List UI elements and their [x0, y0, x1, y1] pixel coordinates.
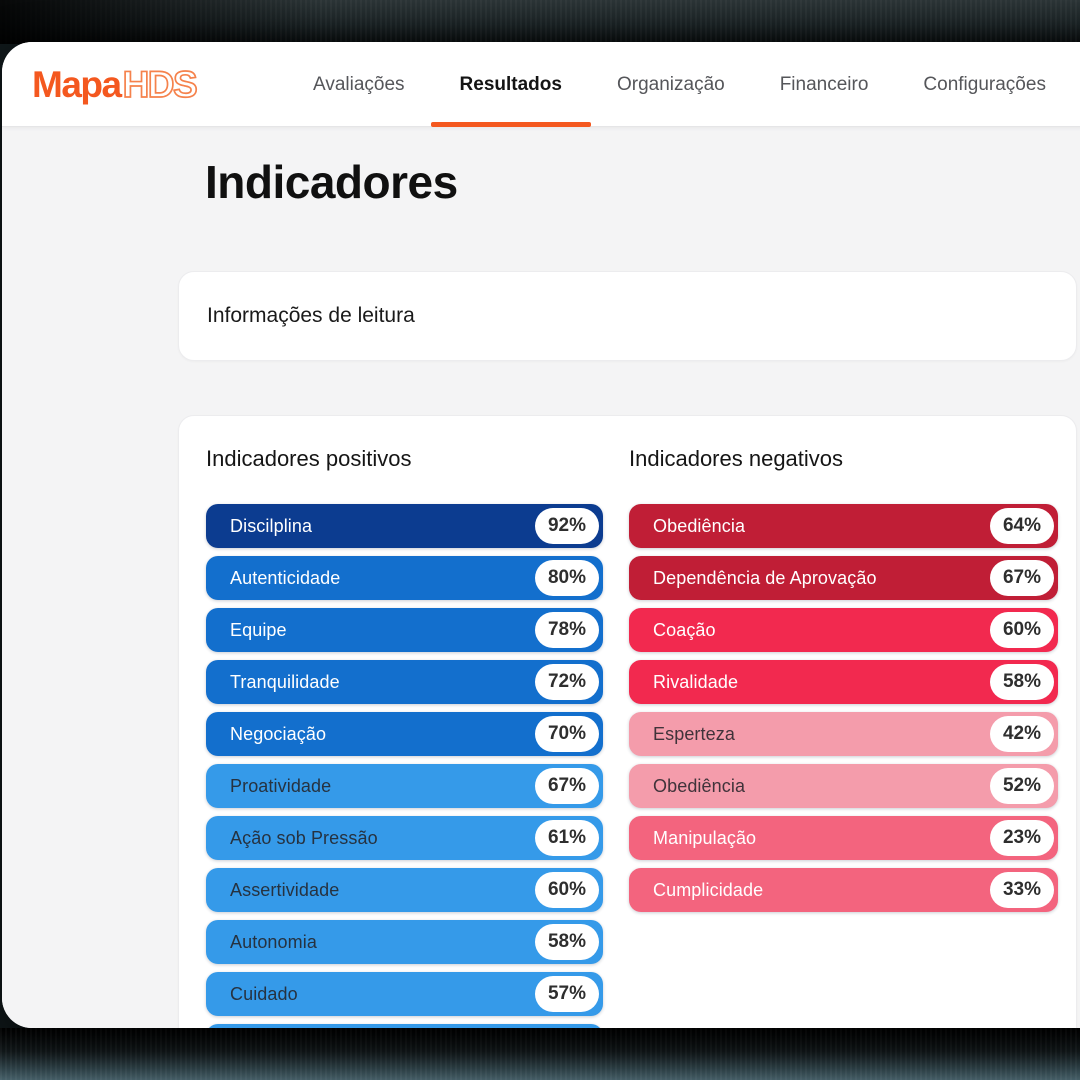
brand-logo-outline-text: HDS — [122, 63, 199, 106]
indicator-bar: Rivalidade 58% — [629, 660, 1058, 704]
indicator-bar: Tranquilidade 72% — [206, 660, 603, 704]
indicators-card: Indicadores positivos Discilplina 92% Au… — [178, 415, 1077, 1028]
indicators-columns: Indicadores positivos Discilplina 92% Au… — [206, 446, 1058, 1028]
indicator-value-pill: 70% — [535, 716, 599, 752]
indicator-bar: Esperteza 42% — [629, 712, 1058, 756]
nav-item-avaliacoes[interactable]: Avaliações — [313, 73, 405, 95]
negative-indicators-heading: Indicadores negativos — [629, 446, 844, 471]
backdrop-bottom-band — [0, 1028, 1080, 1080]
indicator-value-pill: 72% — [535, 664, 599, 700]
indicator-bar: Equipe 78% — [206, 608, 603, 652]
indicator-value-pill: 64% — [990, 508, 1054, 544]
indicator-label: Assertividade — [230, 879, 340, 900]
indicator-value-pill: 58% — [535, 924, 599, 960]
page-body: Indicadores Informações de leitura Indic… — [2, 127, 1080, 1028]
indicator-label: Autenticidade — [230, 567, 341, 588]
indicator-label: Tranquilidade — [230, 671, 340, 692]
indicator-bar: Discilplina 92% — [206, 504, 603, 548]
indicator-value-pill: 57% — [535, 976, 599, 1012]
indicator-label: Negociação — [230, 723, 327, 744]
indicator-label: Manipulação — [653, 827, 757, 848]
positive-indicators-heading: Indicadores positivos — [206, 446, 412, 471]
nav-item-resultados[interactable]: Resultados — [430, 42, 591, 127]
indicator-value-pill: 78% — [535, 612, 599, 648]
indicator-bar: Proatividade 67% — [206, 764, 603, 808]
indicator-bar: Dependência de Aprovação 67% — [629, 556, 1058, 600]
indicator-label: Obediência — [653, 515, 746, 536]
indicator-bar: Cumplicidade 33% — [629, 868, 1058, 912]
indicator-bar-partial — [206, 1024, 603, 1028]
indicator-value-pill: 67% — [990, 560, 1054, 596]
reading-info-card-title: Informações de leitura — [207, 304, 415, 327]
backdrop-top-band — [0, 0, 1080, 44]
indicator-bar: Manipulação 23% — [629, 816, 1058, 860]
indicator-bar: Negociação 70% — [206, 712, 603, 756]
indicator-value-pill: 60% — [535, 872, 599, 908]
top-navigation-bar: Mapa HDS Avaliações Resultados Organizaç… — [2, 42, 1080, 127]
indicator-value-pill: 33% — [990, 872, 1054, 908]
indicator-label: Autonomia — [230, 931, 317, 952]
indicator-value-pill: 60% — [990, 612, 1054, 648]
brand-logo[interactable]: Mapa HDS — [32, 42, 199, 127]
positive-indicators-column: Indicadores positivos Discilplina 92% Au… — [206, 446, 603, 1028]
indicator-bar: Coação 60% — [629, 608, 1058, 652]
indicator-label: Coação — [653, 619, 716, 640]
indicator-bar: Autenticidade 80% — [206, 556, 603, 600]
indicator-label: Cumplicidade — [653, 879, 764, 900]
nav-item-resultados-label: Resultados — [459, 73, 562, 95]
indicator-label: Proatividade — [230, 775, 332, 796]
indicator-bar: Autonomia 58% — [206, 920, 603, 964]
indicator-bar: Obediência 52% — [629, 764, 1058, 808]
indicator-label: Equipe — [230, 619, 287, 640]
indicator-bar: Assertividade 60% — [206, 868, 603, 912]
nav-item-financeiro[interactable]: Financeiro — [779, 73, 869, 95]
indicator-bar: Ação sob Pressão 61% — [206, 816, 603, 860]
app-window: Mapa HDS Avaliações Resultados Organizaç… — [2, 42, 1080, 1028]
indicator-bar: Obediência 64% — [629, 504, 1058, 548]
indicator-value-pill: 92% — [535, 508, 599, 544]
main-nav: Avaliações Resultados Organização Financ… — [313, 42, 1046, 127]
indicator-label: Rivalidade — [653, 671, 739, 692]
reading-info-card[interactable]: Informações de leitura — [178, 271, 1077, 361]
indicator-value-pill: 58% — [990, 664, 1054, 700]
nav-item-configuracoes[interactable]: Configurações — [923, 73, 1046, 95]
nav-item-organizacao[interactable]: Organização — [616, 73, 725, 95]
indicator-label: Esperteza — [653, 723, 735, 744]
indicator-value-pill: 52% — [990, 768, 1054, 804]
indicator-label: Obediência — [653, 775, 746, 796]
indicator-value-pill: 80% — [535, 560, 599, 596]
indicator-label: Discilplina — [230, 515, 313, 536]
indicator-value-pill: 61% — [535, 820, 599, 856]
indicator-label: Dependência de Aprovação — [653, 567, 877, 588]
page-title: Indicadores — [205, 156, 458, 208]
indicator-value-pill: 23% — [990, 820, 1054, 856]
indicator-bar: Cuidado 57% — [206, 972, 603, 1016]
negative-indicators-column: Indicadores negativos Obediência 64% Dep… — [629, 446, 1058, 1028]
indicator-label: Cuidado — [230, 983, 298, 1004]
indicator-value-pill: 42% — [990, 716, 1054, 752]
indicator-value-pill: 67% — [535, 768, 599, 804]
brand-logo-solid-text: Mapa — [32, 63, 122, 105]
indicator-label: Ação sob Pressão — [230, 827, 378, 848]
active-tab-indicator — [430, 122, 591, 127]
